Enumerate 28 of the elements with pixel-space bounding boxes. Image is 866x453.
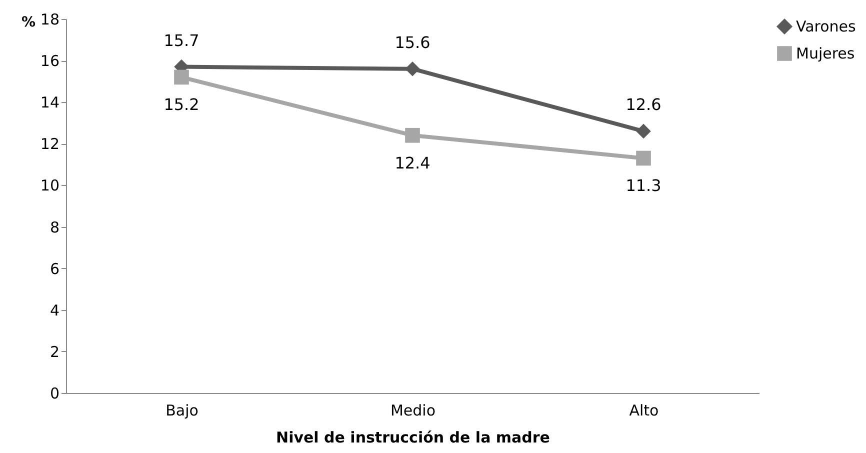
data-label: 11.3: [626, 176, 662, 196]
y-tick-label: 0: [50, 384, 60, 402]
point: [636, 124, 651, 139]
point: [174, 70, 189, 85]
x-axis-title: Nivel de instrucción de la madre: [276, 428, 550, 446]
y-tick-label: 16: [40, 52, 60, 70]
point: [405, 128, 420, 143]
y-tick-label: 14: [40, 94, 60, 112]
data-label: 15.6: [394, 32, 430, 52]
y-axis-title: %: [21, 14, 36, 30]
y-tick-label: 8: [50, 218, 60, 236]
y-tick-label: 6: [50, 260, 60, 278]
x-tick-label: Medio: [390, 402, 436, 420]
y-tick-label: 10: [40, 176, 60, 195]
point: [636, 150, 651, 166]
legend-label: Varones: [796, 18, 856, 36]
y-tick-label: 4: [50, 301, 60, 320]
data-label: 12.6: [626, 95, 662, 114]
y-tick-label: 2: [50, 342, 60, 361]
point: [405, 61, 420, 76]
x-tick-label: Alto: [629, 402, 659, 420]
legend-label: Mujeres: [796, 44, 855, 62]
data-label: 15.7: [164, 30, 200, 50]
x-tick-label: Bajo: [166, 402, 198, 420]
y-tick-label: 12: [40, 135, 60, 154]
y-tick-label: 18: [40, 10, 60, 28]
data-label: 15.2: [164, 95, 200, 114]
data-label: 12.4: [394, 153, 430, 172]
